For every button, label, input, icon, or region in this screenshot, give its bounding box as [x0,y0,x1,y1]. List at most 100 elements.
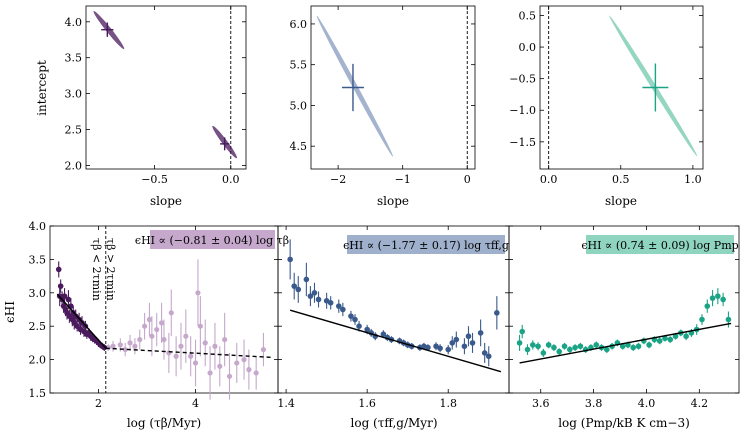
data-point-light [110,343,116,349]
data-point-light [127,340,133,346]
panel-bottom-3-label: ϵHI ∝ (0.74 ± 0.09) log Pmp [581,239,738,252]
data-point [364,326,370,333]
y-tick-label: −1.0 [509,104,536,117]
data-point [425,344,431,351]
data-point [449,340,456,346]
data-point [311,290,318,296]
panel-top-3-frame [539,5,704,170]
data-point-light [260,346,267,353]
data-point-light [241,357,247,363]
label-box-bg [150,230,275,249]
data-point-light [212,343,218,349]
x-tick-label: 0.5 [612,173,630,186]
x-tick-label: 4.0 [638,397,656,410]
y-tick-label: 4.5 [290,140,308,153]
data-point [348,313,354,319]
data-point-light [158,320,165,326]
data-point [619,343,626,350]
y-tick-label: 5.5 [290,59,308,72]
data-point [494,310,500,316]
data-point [572,344,578,351]
panel-top-2: slope [310,5,476,208]
data-point-light [173,353,179,359]
x-tick-label: 1.0 [684,173,702,186]
data-point [352,316,358,323]
confidence-ellipse [609,15,698,157]
panel-bottom-1-ylabel: ϵHI [3,301,17,323]
y-tick-label: 6.0 [290,18,308,31]
y-tick-label: 2.0 [65,159,83,172]
data-point [567,346,573,353]
y-tick-label: 5.0 [290,99,308,112]
fit-line [56,293,107,349]
data-point [667,336,674,343]
data-point-light [217,363,223,369]
data-point [699,316,705,323]
panel-top-1-frame [85,5,247,170]
x-tick-label: 1.4 [277,397,295,410]
y-tick-label: 3.5 [65,52,83,65]
y-tick-label: 3.0 [65,88,83,101]
data-point [335,303,342,309]
data-point [327,300,334,306]
panel-top-1: slope intercept [35,5,247,208]
data-point [577,343,584,350]
data-point [709,295,716,301]
panel-top-3: slope [539,5,704,208]
data-point-light [195,290,201,296]
annotation-right: τβ > 2τmin [104,238,117,301]
data-point [672,333,679,340]
y-tick-label: −0.5 [509,73,536,86]
data-point [295,286,302,293]
x-tick-label: 2 [95,397,102,410]
panel-top-2-frame [310,5,476,170]
label-box-bg [347,235,505,254]
data-point [524,346,531,353]
x-tick-label: −1 [395,173,411,186]
y-tick-label: 0.5 [519,9,537,22]
data-point [315,296,322,303]
panel-bottom-2-label-box: ϵHI ∝ (−1.77 ± 0.17) log τff,g [343,235,509,254]
y-tick-label: 0.0 [519,41,537,54]
x-tick-label: 4.2 [691,397,709,410]
data-point [516,340,523,346]
data-point-light [154,326,160,333]
panel-bottom-2-xlabel: log (τff,g/Myr) [351,416,438,430]
data-point [683,333,689,340]
data-point-light [222,336,228,343]
panel-bottom-3-xlabel: log (Pmp/kB K cm−3) [558,416,690,430]
data-point-light [207,370,213,376]
panel-bottom-3-frame [508,225,740,394]
annotation-left: τβ < 2τmin [90,238,103,301]
data-point-light [122,346,128,353]
data-point [303,276,310,283]
data-point [662,335,668,342]
panel-bottom-1-label-box: ϵHI ∝ (−0.81 ± 0.04) log τβ [135,230,289,249]
data-point-light [137,336,143,343]
data-point [65,296,72,303]
x-tick-label: 1.6 [358,397,376,410]
data-point-light [226,373,233,379]
data-point [55,266,62,273]
y-tick-label: 2.5 [65,124,83,137]
x-tick-label: −2 [330,173,346,186]
data-point [61,293,68,299]
y-tick-label: 2.0 [29,354,47,367]
data-point [545,342,552,348]
y-tick-label: 4.0 [29,220,47,233]
panel-top-1-ylabel: intercept [35,60,49,116]
data-point [604,346,610,353]
data-point [307,293,314,299]
data-point [593,342,600,348]
data-point [556,348,563,355]
data-point [57,283,64,289]
data-point [356,323,362,330]
data-point [646,342,652,348]
panel-bottom-3: log (Pmp/kB K cm−3) [508,225,740,430]
data-point-light [132,343,138,349]
panel-bottom-3-label-box: ϵHI ∝ (0.74 ± 0.09) log Pmp [581,235,739,254]
fit-line [289,309,502,373]
data-point-light [149,333,155,339]
data-point-light [188,353,194,359]
x-tick-label: −0.5 [141,173,168,186]
